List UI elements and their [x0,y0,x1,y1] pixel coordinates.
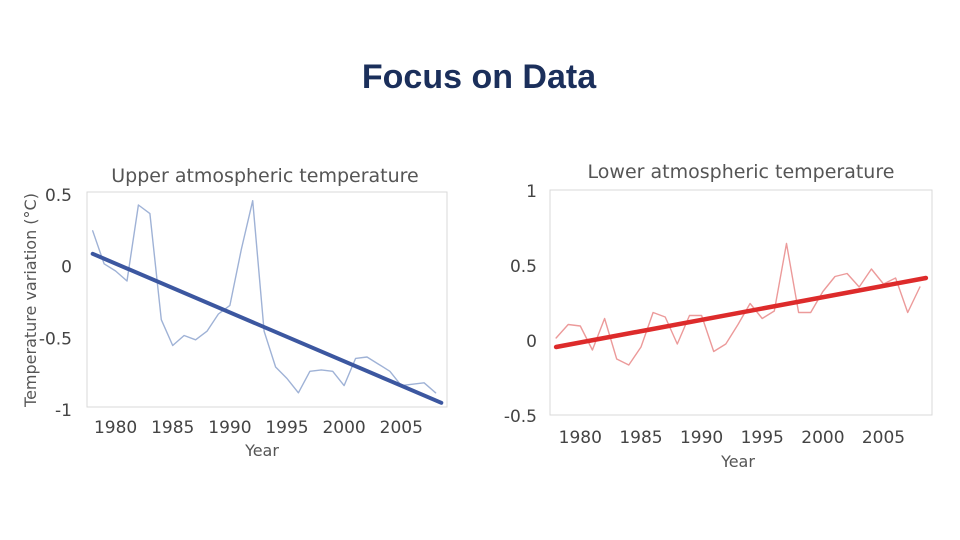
lower-x-axis-label: Year [720,452,755,471]
upper-plot-frame [86,191,448,408]
lower-ytick-label: 0.5 [510,257,537,277]
lower-ytick-label: 0 [526,332,537,352]
upper-xtick-label: 1980 [94,418,137,438]
lower-chart-title: Lower atmospheric temperature [588,161,895,183]
lower-plot-frame [549,189,933,416]
lower-series-layer [553,242,929,366]
lower-atmo-chart: Lower atmospheric temperature 10.50-0.5 … [504,161,933,471]
upper-ytick-label: -1 [55,401,72,421]
upper-ytick-label: -0.5 [39,329,72,349]
upper-xtick-label: 1995 [265,418,308,438]
lower-ytick-layer: 1 0.5 0 -0.5 [504,182,537,427]
upper-xtick-label: 2005 [380,418,423,438]
upper-ytick-label: 0 [61,258,72,278]
lower-ytick-label: 1 [526,182,537,202]
lower-trend-line [553,275,929,350]
upper-atmo-chart: Upper atmospheric temperature 0.5 0 -0.5 -1… [21,165,448,460]
upper-series-layer [90,199,444,405]
lower-xtick-label: 1990 [680,428,723,448]
upper-trend-line [90,251,444,405]
lower-xtick-label: 2005 [862,428,905,448]
lower-xtick-layer: 1980 1985 1990 1995 2000 2005 [559,428,905,448]
upper-xtick-label: 1985 [151,418,194,438]
lower-xtick-label: 2000 [801,428,844,448]
upper-observed-series-line [91,199,437,394]
upper-chart-title: Upper atmospheric temperature [111,165,419,187]
lower-xtick-label: 1980 [559,428,602,448]
upper-xtick-label: 1990 [208,418,251,438]
upper-xtick-layer: 1980 1985 1990 1995 2000 2005 [94,418,423,438]
lower-ytick-label: -0.5 [504,407,537,427]
slide-title: Focus on Data [361,58,597,96]
upper-y-axis-label: Temperature variation (°C) [21,193,40,408]
lower-xtick-label: 1985 [619,428,662,448]
lower-xtick-label: 1995 [741,428,784,448]
upper-ytick-label: 0.5 [45,186,72,206]
lower-observed-series-line [555,242,921,366]
upper-ytick-layer: 0.5 0 -0.5 -1 [39,186,72,421]
upper-x-axis-label: Year [244,441,279,460]
upper-xtick-label: 2000 [322,418,365,438]
